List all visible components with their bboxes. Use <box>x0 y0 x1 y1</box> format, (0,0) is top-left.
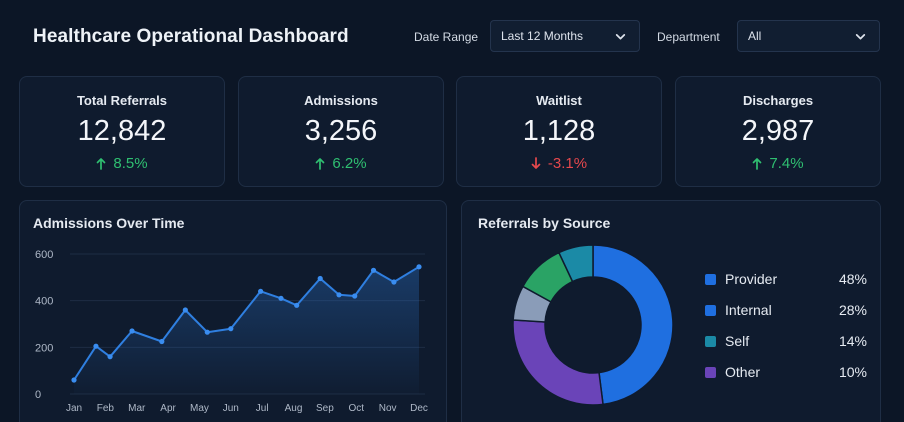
admissions-area <box>74 266 419 394</box>
data-point <box>294 302 300 308</box>
kpi-card-admissions: Admissions 3,256 6.2% <box>238 76 444 187</box>
x-tick-label: Mar <box>128 403 146 414</box>
donut-slice-internal <box>512 319 604 406</box>
x-tick-label: Apr <box>160 403 176 414</box>
legend-percent: 10% <box>838 364 867 380</box>
date-range-label: Date Range <box>414 30 479 44</box>
data-point <box>204 329 210 335</box>
legend-item-provider: Provider 48% <box>705 270 867 288</box>
data-point <box>71 377 77 383</box>
legend-label: Self <box>725 333 750 349</box>
kpi-delta: -3.1% <box>457 155 661 172</box>
data-point <box>107 354 113 360</box>
kpi-label: Discharges <box>742 93 814 108</box>
legend-swatch <box>705 304 716 316</box>
dashboard-header: Healthcare Operational Dashboard Date Ra… <box>0 0 904 74</box>
kpi-delta-value: 8.5% <box>113 155 148 172</box>
y-tick-label: 0 <box>35 389 41 401</box>
kpi-delta: 6.2% <box>239 155 443 172</box>
data-point <box>228 326 234 332</box>
data-point <box>370 267 377 273</box>
donut-slice-provider <box>592 244 674 406</box>
legend-swatch <box>705 273 716 285</box>
arrow-up-icon <box>316 158 325 170</box>
department-select[interactable]: All <box>737 20 880 52</box>
kpi-delta-value: 6.2% <box>332 155 367 172</box>
date-range-select[interactable]: Last 12 Months <box>490 20 640 52</box>
kpi-label: Admissions <box>304 93 378 108</box>
kpi-delta: 7.4% <box>676 155 880 172</box>
data-point <box>129 328 135 334</box>
chevron-down-icon <box>615 33 626 40</box>
data-point <box>159 338 165 345</box>
data-point <box>416 264 422 270</box>
referrals-donut-chart <box>512 244 674 406</box>
x-tick-label: Nov <box>379 403 397 414</box>
legend-item-internal: Internal 28% <box>705 301 867 319</box>
x-tick-label: Sep <box>316 403 334 414</box>
kpi-value: 12,842 <box>77 115 167 147</box>
data-point <box>336 292 342 298</box>
donut-slice-self-b <box>557 244 594 283</box>
x-tick-label: Dec <box>410 403 428 414</box>
data-point <box>352 293 358 299</box>
data-point <box>317 275 323 282</box>
kpi-card-total-referrals: Total Referrals 12,842 8.5% <box>19 76 225 187</box>
x-tick-label: Feb <box>97 403 115 414</box>
kpi-card-waitlist: Waitlist 1,128 -3.1% <box>456 76 662 187</box>
x-tick-label: Jun <box>223 403 239 414</box>
kpi-label: Total Referrals <box>76 93 168 108</box>
chevron-down-icon <box>855 33 866 40</box>
department-value: All <box>748 29 762 43</box>
legend-item-other: Other 10% <box>705 363 867 381</box>
x-tick-label: May <box>190 403 209 414</box>
legend-label: Other <box>725 364 761 380</box>
x-tick-label: Oct <box>348 403 364 414</box>
legend-percent: 28% <box>838 302 867 318</box>
department-label: Department <box>657 30 720 44</box>
y-tick-label: 600 <box>35 249 53 261</box>
data-point <box>391 279 397 285</box>
data-point <box>93 343 99 349</box>
page-title: Healthcare Operational Dashboard <box>33 26 349 47</box>
data-point <box>182 307 188 313</box>
x-tick-label: Jan <box>66 403 82 414</box>
kpi-value: 1,128 <box>522 115 596 147</box>
kpi-value: 2,987 <box>741 115 815 147</box>
y-tick-label: 200 <box>35 342 53 354</box>
admissions-chart-title: Admissions Over Time <box>33 215 185 231</box>
date-range-value: Last 12 Months <box>501 29 584 43</box>
kpi-delta-value: -3.1% <box>547 155 588 172</box>
kpi-delta: 8.5% <box>20 155 224 172</box>
x-tick-label: Aug <box>285 403 303 414</box>
kpi-label: Waitlist <box>536 93 582 108</box>
admissions-line-chart: 0 200 400 600 Jan Feb Mar Apr May Jun Jul Aug Sep Oc… <box>35 249 428 414</box>
legend-percent: 48% <box>838 271 867 287</box>
kpi-delta-value: 7.4% <box>769 155 804 172</box>
arrow-up-icon <box>753 158 762 170</box>
arrow-up-icon <box>97 158 106 170</box>
data-point <box>278 295 284 301</box>
arrow-down-icon <box>531 157 541 169</box>
legend-label: Provider <box>725 271 778 287</box>
data-point <box>258 288 264 294</box>
legend-item-self: Self 14% <box>705 332 867 350</box>
x-tick-label: Jul <box>256 403 269 414</box>
kpi-card-discharges: Discharges 2,987 7.4% <box>675 76 881 187</box>
referrals-chart-title: Referrals by Source <box>478 215 611 231</box>
legend-swatch <box>705 366 716 378</box>
legend-label: Internal <box>725 302 772 318</box>
legend-swatch <box>705 335 716 347</box>
kpi-value: 3,256 <box>304 115 378 147</box>
legend-percent: 14% <box>838 333 867 349</box>
y-tick-label: 400 <box>35 296 53 308</box>
